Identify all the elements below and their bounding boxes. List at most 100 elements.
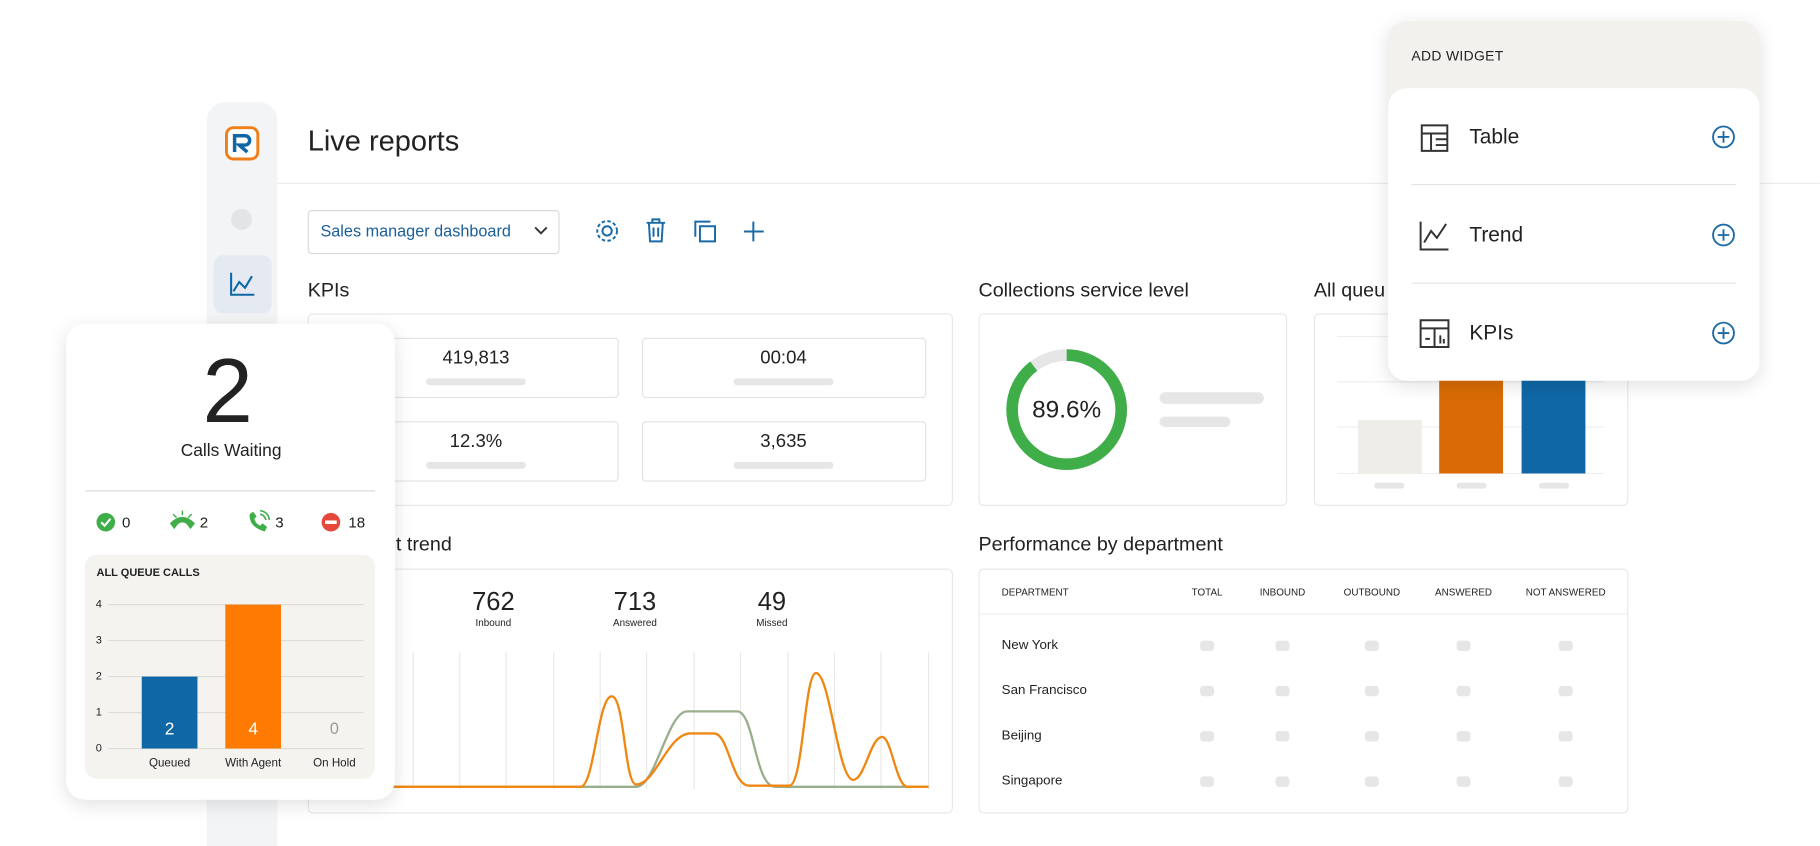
section-title: All queu — [1314, 279, 1385, 301]
y-tick-label: 4 — [96, 599, 102, 611]
placeholder — [1538, 482, 1570, 489]
placeholder — [1200, 640, 1215, 652]
value-label: 0 — [330, 720, 339, 738]
nav-icon — [230, 272, 255, 296]
status-count: 2 — [200, 514, 208, 531]
placeholder — [1275, 776, 1290, 787]
settings-icon-gear[interactable] — [596, 220, 618, 242]
placeholder — [1456, 685, 1471, 697]
delete-icon[interactable] — [646, 218, 666, 243]
y-tick-label: 3 — [96, 634, 102, 646]
placeholder — [1364, 776, 1379, 787]
stat-value: 713 — [614, 588, 657, 616]
y-tick-label: 2 — [96, 670, 102, 682]
trend-grid — [412, 652, 930, 790]
kpi-box — [641, 337, 927, 399]
trend-line — [383, 671, 929, 788]
placeholder — [733, 461, 834, 469]
kpi-value: 3,635 — [760, 430, 806, 451]
stat-label: Inbound — [476, 618, 512, 629]
placeholder — [1200, 731, 1215, 742]
placeholder — [1364, 731, 1379, 742]
collections-card — [978, 313, 1288, 506]
on-call-icon — [249, 511, 268, 532]
add-widget-panel — [1388, 20, 1760, 381]
bar — [225, 604, 282, 749]
page-title: Live reports — [308, 125, 460, 157]
column-header: TOTAL — [1192, 588, 1223, 599]
add-widget-button[interactable] — [1712, 321, 1735, 345]
settings-icon[interactable] — [601, 225, 613, 237]
x-tick-label: On Hold — [313, 757, 356, 770]
kpi-box — [641, 421, 927, 482]
row-label: Beijing — [1002, 727, 1042, 742]
ringing-icon — [169, 510, 195, 530]
placeholder — [1275, 640, 1290, 652]
stat-label: Answered — [613, 618, 657, 629]
add-widget-plus — [1717, 327, 1730, 339]
placeholder — [426, 378, 526, 386]
placeholder — [1456, 482, 1487, 489]
section-title: t trend — [396, 534, 452, 556]
donut-label: 89.6% — [1032, 396, 1101, 423]
x-tick-label: Queued — [149, 757, 190, 770]
available-icon — [96, 512, 116, 532]
placeholder — [1200, 776, 1215, 787]
value-label: 4 — [248, 719, 258, 739]
placeholder — [1558, 640, 1573, 652]
add-widget-button[interactable] — [1712, 223, 1735, 247]
chevron — [534, 226, 548, 235]
widget-label: Table — [1469, 126, 1519, 149]
placeholder — [1159, 392, 1264, 404]
section-title: KPIs — [308, 279, 350, 301]
kpi-value: 00:04 — [760, 346, 806, 367]
add-icon[interactable] — [744, 221, 764, 242]
status-count: 18 — [348, 514, 365, 531]
dashboard-select[interactable] — [307, 210, 560, 255]
placeholder — [1558, 685, 1573, 697]
copy-icon[interactable] — [694, 220, 717, 243]
on-call-waves — [259, 509, 271, 521]
chart-title: ALL QUEUE CALLS — [96, 567, 199, 579]
column-header: INBOUND — [1260, 588, 1305, 599]
placeholder — [1558, 776, 1573, 787]
bar — [141, 676, 198, 749]
nav-item[interactable] — [231, 208, 252, 230]
panel-title: ADD WIDGET — [1411, 48, 1503, 64]
row-label: New York — [1002, 637, 1059, 652]
table-icon — [1420, 124, 1449, 152]
placeholder — [1159, 416, 1231, 428]
stat-value: 762 — [472, 588, 515, 616]
dashboard-select-label: Sales manager dashboard — [320, 222, 510, 240]
placeholder — [1275, 685, 1290, 697]
stat-value: 49 — [758, 588, 786, 616]
placeholder — [1374, 482, 1405, 489]
column-header: NOT ANSWERED — [1526, 588, 1606, 599]
y-tick-label: 1 — [96, 706, 102, 718]
section-title: Collections service level — [978, 279, 1188, 301]
placeholder — [733, 378, 834, 386]
placeholder — [1200, 685, 1215, 697]
trend-icon — [1419, 221, 1449, 251]
add-widget-button[interactable] — [1712, 125, 1735, 149]
placeholder — [1364, 640, 1379, 652]
section-title: Performance by department — [978, 534, 1223, 556]
row-label: Singapore — [1002, 773, 1063, 788]
status-count: 3 — [275, 514, 283, 531]
widget-label: KPIs — [1469, 322, 1513, 345]
y-tick-label: 0 — [96, 742, 102, 754]
column-header: ANSWERED — [1435, 588, 1492, 599]
stat-label: Missed — [756, 618, 787, 629]
calls-waiting-label: Calls Waiting — [181, 440, 282, 460]
widget-label: Trend — [1469, 224, 1523, 247]
value-label: 2 — [165, 719, 175, 739]
available-icon-check — [100, 518, 112, 528]
column-header: OUTBOUND — [1344, 588, 1400, 599]
kpis-icon — [1419, 319, 1450, 348]
status-count: 0 — [122, 514, 130, 531]
x-tick-label: With Agent — [225, 757, 282, 770]
placeholder — [1275, 731, 1290, 742]
logo-mark — [232, 134, 252, 154]
